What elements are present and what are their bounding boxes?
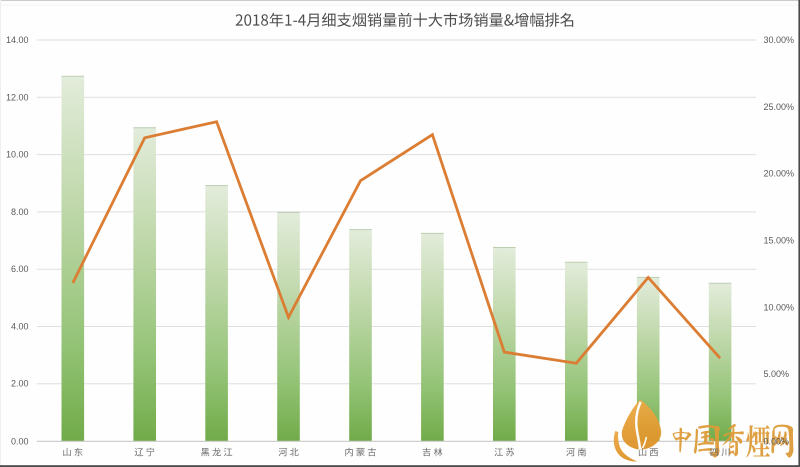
- svg-text:10.00: 10.00: [6, 150, 29, 160]
- svg-text:5.00%: 5.00%: [764, 369, 790, 379]
- svg-text:0.00: 0.00: [11, 436, 29, 446]
- svg-text:8.00: 8.00: [11, 207, 29, 217]
- svg-text:20.00%: 20.00%: [764, 169, 795, 179]
- svg-text:12.00: 12.00: [6, 92, 29, 102]
- svg-text:2.00: 2.00: [11, 379, 29, 389]
- svg-text:10.00%: 10.00%: [764, 302, 795, 312]
- svg-text:6.00: 6.00: [11, 264, 29, 274]
- svg-text:14.00: 14.00: [6, 35, 29, 45]
- svg-text:15.00%: 15.00%: [764, 236, 795, 246]
- svg-text:30.00%: 30.00%: [764, 35, 795, 45]
- svg-text:0.00%: 0.00%: [764, 436, 790, 446]
- svg-text:4.00: 4.00: [11, 322, 29, 332]
- svg-text:25.00%: 25.00%: [764, 102, 795, 112]
